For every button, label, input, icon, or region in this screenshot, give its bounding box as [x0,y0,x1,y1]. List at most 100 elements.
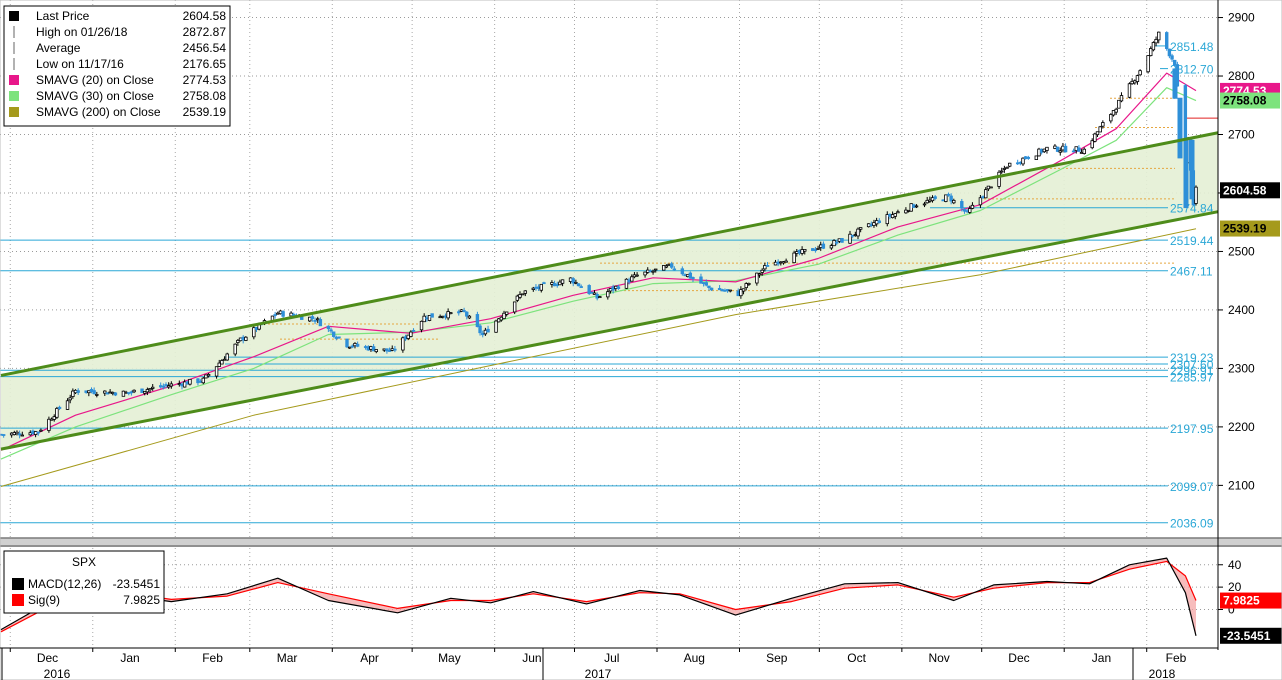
candle-body [960,201,964,209]
x-month-label: Jul [604,651,619,665]
legend-label: SMAVG (20) on Close [36,73,154,87]
macd-legend-box [3,550,165,614]
channel-lower-line [0,210,1219,451]
candle-body [1026,156,1031,159]
value-tag-label: 2604.58 [1223,183,1267,197]
y-tick-label: 2800 [1228,69,1255,83]
candle-body [651,270,655,273]
candle-body [1090,140,1094,149]
macd-tick-label: 20 [1228,580,1242,594]
candle-body [1039,149,1044,153]
candle-body [946,193,951,196]
price-level-label: 2197.95 [1170,422,1214,436]
candle-body [595,293,599,299]
candle-body [1042,148,1046,153]
candle-body [978,197,983,206]
candle-body [866,223,871,228]
candle-body [1130,80,1134,85]
candle-body [635,274,639,277]
legend-label: Average [36,41,81,55]
candle-body [853,234,858,236]
candle-body [462,310,466,312]
legend-label: Last Price [36,9,90,23]
candle-body [688,272,693,279]
candle-body [1172,68,1178,99]
x-month-label: Feb [202,651,223,665]
candle-body [20,434,24,437]
candle-body [502,312,506,320]
candle-body [672,268,677,271]
macd-line [0,557,1197,636]
candle-body [52,416,56,420]
x-month-label: Oct [847,651,866,665]
value-tag [1220,182,1280,199]
candle-body [113,392,118,396]
candle-body [664,265,669,268]
legend-value: 2758.08 [183,89,227,103]
candle-body [486,328,490,333]
candle-body [632,274,637,278]
candle-body [747,282,751,285]
candle-body [161,385,166,388]
candle-body [446,311,450,319]
candle-body [518,294,522,298]
candle-body [574,281,578,284]
candle-body [1170,55,1174,60]
macd-legend-label: Sig(9) [28,593,60,607]
macd-tick-label: 0 [1228,602,1235,616]
candle-body [47,418,51,431]
candle-body [1117,99,1121,109]
candle-body [941,199,945,202]
candle-body [494,320,498,333]
candle-body [648,270,653,273]
candle-body [57,406,62,409]
candle-body [797,249,802,254]
price-level-label: 2285.97 [1170,371,1214,385]
candle-body [326,325,331,330]
candle-body [241,336,245,341]
candle-body [685,274,690,278]
candle-body [457,311,461,314]
candle-body [1045,146,1049,151]
candle-body [624,278,629,289]
candle-body [1127,83,1132,98]
candle-body [244,336,248,341]
candle-body [121,390,126,397]
price-level-label: 2467.11 [1170,265,1213,279]
candle-body [385,348,389,352]
x-month-label: Feb [1166,651,1187,665]
candle-body [1138,70,1142,76]
candle-body [1082,148,1086,154]
legend-value: 2774.53 [183,73,227,87]
candle-body [318,319,323,327]
candle-body [835,241,839,244]
candle-body [1194,186,1198,204]
candle-body [441,315,445,318]
candle-body [616,286,621,289]
candle-body [755,272,759,284]
x-month-label: Jan [1092,651,1111,665]
candle-body [739,289,743,297]
candle-body [254,326,259,330]
candle-body [151,386,155,389]
candle-body [707,285,711,288]
y-tick-label: 2300 [1228,361,1255,375]
legend-swatch [9,107,19,117]
candle-body [310,316,315,320]
candle-body [933,196,937,199]
candle-body [164,384,168,386]
candle-body [316,318,320,321]
candle-body [914,205,919,208]
candle-body [560,279,565,284]
candle-body [353,342,357,347]
candle-body [443,315,448,318]
candle-body [1157,31,1161,41]
candle-body [736,290,740,297]
candle-body [765,265,770,267]
candle-body [132,389,136,393]
x-month-label: Dec [1008,651,1029,665]
candle-body [188,378,192,385]
candle-body [1151,42,1156,51]
candle-body [393,348,397,351]
